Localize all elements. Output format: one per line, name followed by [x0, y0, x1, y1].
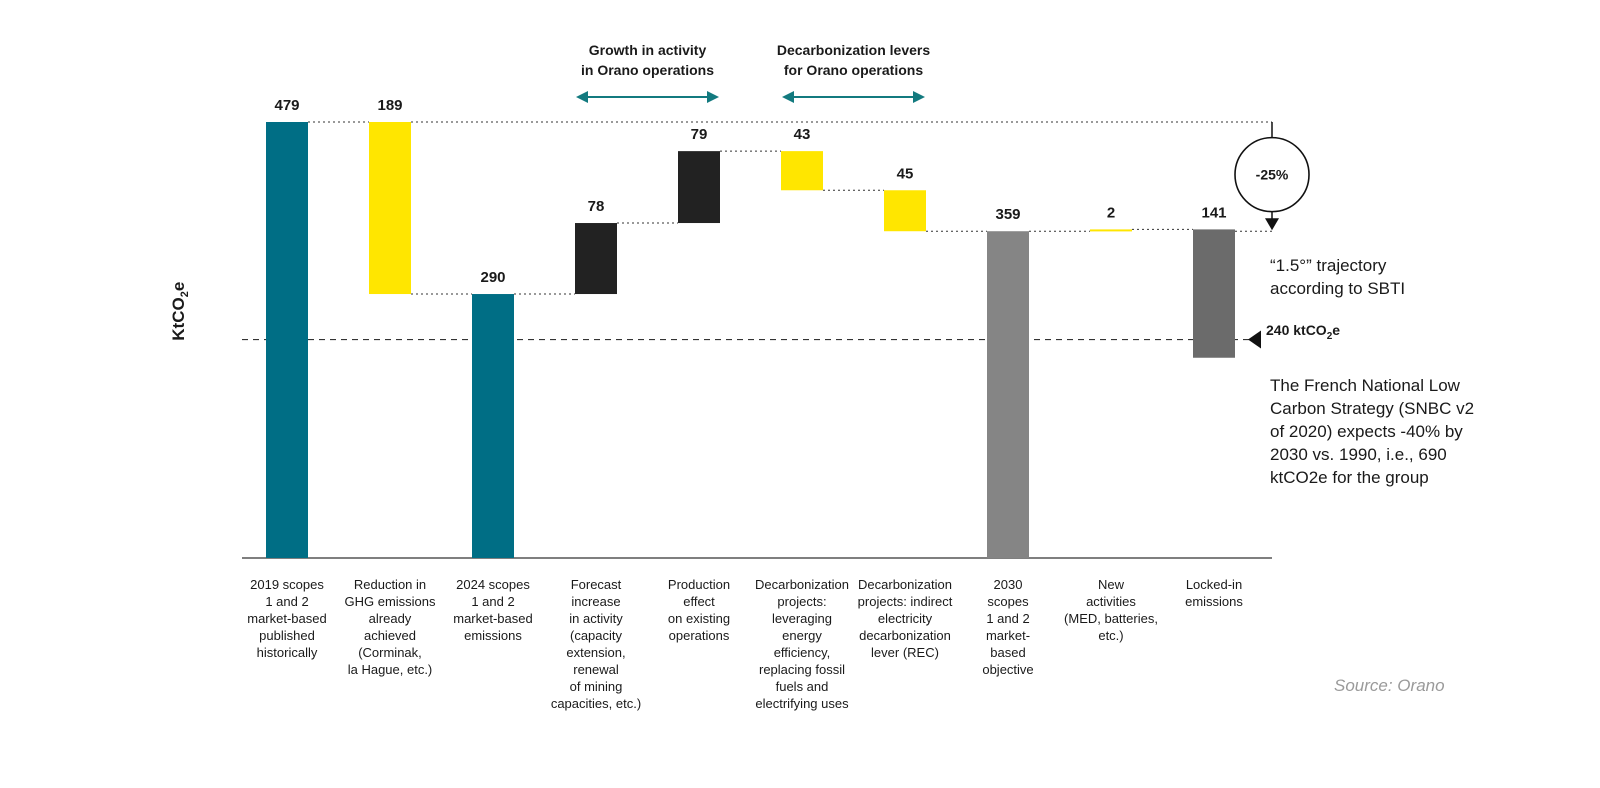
value-label-6: 43	[794, 126, 811, 143]
trajectory-note: “1.5°” trajectory according to SBTI	[1270, 256, 1406, 298]
reference-line-label: 240 ktCO2e	[1266, 322, 1341, 342]
bar-9	[1090, 229, 1132, 232]
snbc-note: The French National Low Carbon Strategy …	[1270, 376, 1475, 487]
category-label-4: Forecast increase in activity (capacity exte…	[550, 577, 642, 711]
value-label-3: 290	[480, 269, 505, 286]
bar-4	[575, 223, 617, 295]
group-arrow-right-1	[707, 91, 719, 103]
bar-7	[884, 190, 926, 232]
bar-3	[472, 294, 514, 558]
bar-8	[987, 231, 1029, 559]
group-header-1-line-2: in Orano operations	[581, 62, 714, 78]
group-header-2-line-1: Decarbonization levers	[777, 42, 930, 58]
bar-2	[369, 122, 411, 295]
value-label-7: 45	[897, 165, 914, 182]
source-note: Source: Orano	[1334, 676, 1445, 695]
group-header-2-line-2: for Orano operations	[784, 62, 923, 78]
category-label-7: Decarbonization projects: indirect electri…	[857, 577, 953, 660]
group-arrow-left-2	[782, 91, 794, 103]
value-label-10: 141	[1201, 204, 1226, 221]
category-label-10: Locked-in emissions	[1185, 577, 1243, 609]
reference-arrow	[1248, 330, 1261, 349]
value-label-2: 189	[377, 97, 402, 114]
bar-5	[678, 151, 720, 224]
value-label-1: 479	[274, 97, 299, 114]
value-label-5: 79	[691, 126, 708, 143]
group-arrow-right-2	[913, 91, 925, 103]
value-label-8: 359	[995, 206, 1020, 223]
category-label-1: 2019 scopes 1 and 2 market-based published h…	[247, 577, 327, 660]
y-axis-label: KtCO2e	[168, 281, 192, 341]
bar-10	[1193, 229, 1235, 358]
value-label-9: 2	[1107, 204, 1115, 221]
category-label-2: Reduction in GHG emissions already achieved…	[344, 577, 436, 677]
bar-6	[781, 151, 823, 191]
category-label-6: Decarbonization projects: leveraging energy…	[755, 577, 849, 711]
callout-arrow-head	[1265, 218, 1279, 231]
category-label-5: Production effect on existing operations	[667, 577, 731, 643]
callout-circle	[1234, 136, 1310, 213]
bar-1	[266, 122, 308, 558]
value-label-4: 78	[588, 198, 605, 215]
group-arrow-left-1	[576, 91, 588, 103]
callout-label: -25%	[1256, 167, 1289, 183]
category-label-9: New activities (MED, batteries, etc.)	[1064, 577, 1158, 643]
category-label-3: 2024 scopes 1 and 2 market-based emissions	[453, 577, 533, 643]
category-label-8: 2030 scopes 1 and 2 market-based objective	[982, 577, 1034, 677]
group-header-1-line-1: Growth in activity	[589, 42, 707, 58]
